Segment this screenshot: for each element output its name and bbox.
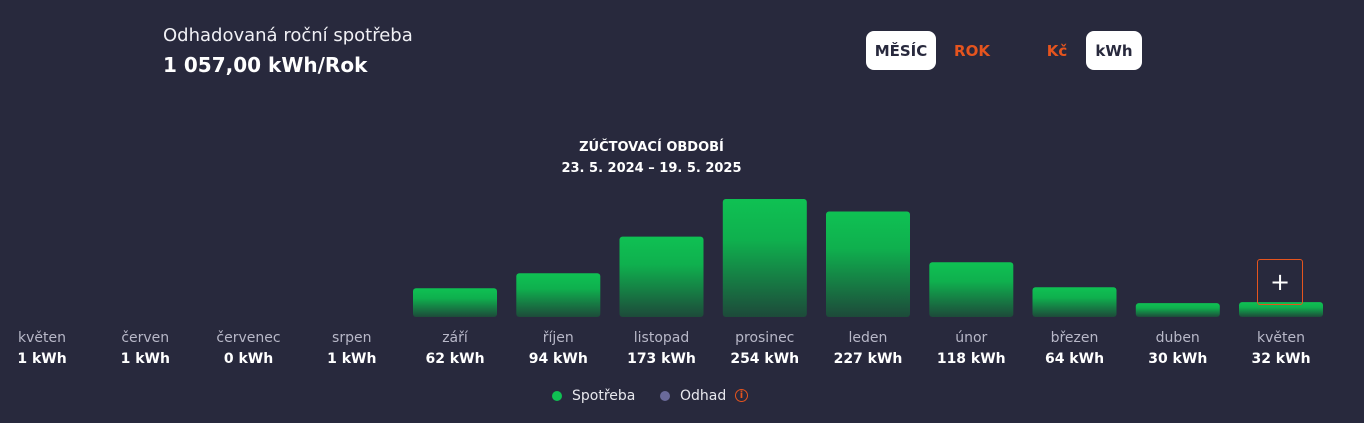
- month-label: prosinec: [735, 330, 794, 346]
- value-label: 30 kWh: [1148, 351, 1207, 367]
- month-label: duben: [1156, 330, 1200, 346]
- value-label: 1 kWh: [327, 351, 376, 367]
- bar-12[interactable]: [1239, 302, 1323, 317]
- bar-6[interactable]: [619, 236, 704, 317]
- estimate-label: Odhadovaná roční spotřeba: [163, 25, 413, 46]
- info-icon[interactable]: i: [735, 389, 748, 402]
- consumption-dot-icon: [552, 391, 562, 401]
- legend-consumption: Spotřeba: [552, 388, 635, 404]
- legend-estimate: Odhad: [660, 388, 726, 404]
- value-label: 118 kWh: [937, 351, 1006, 367]
- month-label: srpen: [332, 330, 371, 346]
- value-label: 1 kWh: [17, 351, 66, 367]
- month-label: červen: [121, 330, 169, 346]
- value-label: 62 kWh: [425, 351, 484, 367]
- value-label: 227 kWh: [834, 351, 903, 367]
- estimate-value: 1 057,00 kWh/Rok: [163, 53, 368, 77]
- value-label: 254 kWh: [730, 351, 799, 367]
- billing-period-title: ZÚČTOVACÍ OBDOBÍ: [579, 140, 724, 155]
- month-label: květen: [18, 330, 66, 346]
- month-label: říjen: [543, 330, 574, 346]
- bar-5[interactable]: [516, 273, 601, 317]
- legend-consumption-label: Spotřeba: [572, 388, 636, 404]
- add-reading-button[interactable]: +: [1257, 259, 1303, 305]
- month-label: únor: [955, 330, 987, 346]
- bar-9[interactable]: [929, 262, 1014, 317]
- year-toggle-button[interactable]: ROK: [954, 41, 990, 60]
- value-label: 64 kWh: [1045, 351, 1104, 367]
- month-label: květen: [1257, 330, 1305, 346]
- bar-11[interactable]: [1135, 303, 1220, 317]
- month-label: listopad: [634, 330, 689, 346]
- kwh-toggle-button[interactable]: kWh: [1086, 31, 1142, 70]
- value-label: 173 kWh: [627, 351, 696, 367]
- bar-4[interactable]: [413, 288, 497, 317]
- value-label: 94 kWh: [529, 351, 588, 367]
- bar-7[interactable]: [722, 199, 807, 317]
- consumption-bar-chart: květen 1 kWh červen 1 kWh červenec 0 kWh srpen…: [17, 199, 1323, 367]
- month-label: září: [442, 330, 469, 346]
- value-label: 32 kWh: [1251, 351, 1310, 367]
- bar-10[interactable]: [1032, 287, 1117, 317]
- czk-toggle-button[interactable]: Kč: [1046, 41, 1068, 60]
- month-label: červenec: [216, 330, 280, 346]
- legend-estimate-label: Odhad: [680, 388, 727, 404]
- value-label: 1 kWh: [121, 351, 170, 367]
- month-label: leden: [849, 330, 888, 346]
- month-toggle-button[interactable]: MĚSÍC: [866, 31, 936, 70]
- estimate-dot-icon: [660, 391, 670, 401]
- billing-period-range: 23. 5. 2024 – 19. 5. 2025: [561, 161, 742, 176]
- value-label: 0 kWh: [224, 351, 273, 367]
- month-label: březen: [1051, 330, 1099, 346]
- bar-8[interactable]: [826, 211, 910, 318]
